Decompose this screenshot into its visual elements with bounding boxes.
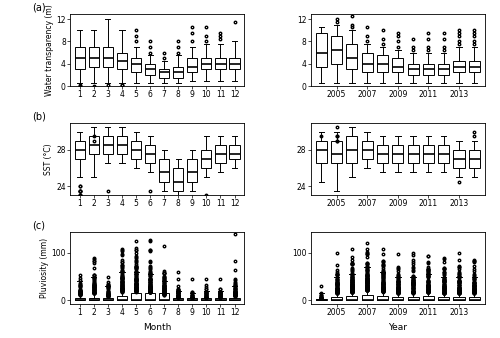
PathPatch shape — [438, 145, 449, 163]
PathPatch shape — [103, 136, 113, 154]
PathPatch shape — [423, 145, 434, 163]
PathPatch shape — [159, 159, 170, 182]
PathPatch shape — [188, 159, 198, 182]
PathPatch shape — [423, 64, 434, 75]
PathPatch shape — [362, 295, 372, 300]
Y-axis label: Water transparency (m): Water transparency (m) — [44, 4, 54, 96]
PathPatch shape — [89, 47, 99, 67]
PathPatch shape — [230, 298, 239, 300]
Text: (a): (a) — [32, 2, 46, 12]
PathPatch shape — [377, 145, 388, 163]
PathPatch shape — [408, 297, 418, 300]
Y-axis label: Pluviosity (mm): Pluviosity (mm) — [40, 238, 48, 298]
Y-axis label: SST (°C): SST (°C) — [44, 143, 54, 175]
PathPatch shape — [131, 141, 141, 159]
PathPatch shape — [316, 33, 327, 67]
PathPatch shape — [331, 36, 342, 64]
PathPatch shape — [75, 141, 85, 159]
PathPatch shape — [469, 61, 480, 72]
PathPatch shape — [216, 58, 226, 69]
PathPatch shape — [362, 141, 372, 159]
PathPatch shape — [202, 150, 211, 168]
PathPatch shape — [362, 53, 372, 72]
PathPatch shape — [131, 58, 141, 72]
PathPatch shape — [230, 145, 239, 159]
PathPatch shape — [75, 298, 85, 300]
PathPatch shape — [423, 296, 434, 300]
PathPatch shape — [454, 61, 464, 72]
PathPatch shape — [159, 293, 170, 300]
PathPatch shape — [346, 136, 358, 163]
PathPatch shape — [117, 136, 127, 154]
PathPatch shape — [89, 298, 99, 300]
Text: (b): (b) — [32, 111, 46, 121]
PathPatch shape — [331, 297, 342, 300]
PathPatch shape — [131, 293, 141, 300]
PathPatch shape — [346, 44, 358, 69]
PathPatch shape — [469, 297, 480, 300]
PathPatch shape — [438, 64, 449, 75]
Text: (c): (c) — [32, 220, 44, 230]
PathPatch shape — [377, 296, 388, 300]
PathPatch shape — [316, 141, 327, 163]
PathPatch shape — [316, 299, 327, 300]
PathPatch shape — [75, 47, 85, 69]
PathPatch shape — [230, 58, 239, 69]
PathPatch shape — [103, 298, 113, 300]
PathPatch shape — [346, 296, 358, 300]
PathPatch shape — [173, 168, 184, 191]
PathPatch shape — [117, 296, 127, 300]
PathPatch shape — [117, 53, 127, 69]
X-axis label: Year: Year — [388, 323, 407, 332]
PathPatch shape — [331, 141, 342, 163]
PathPatch shape — [438, 297, 449, 300]
PathPatch shape — [454, 297, 464, 300]
PathPatch shape — [469, 150, 480, 168]
PathPatch shape — [202, 298, 211, 300]
PathPatch shape — [103, 47, 113, 67]
PathPatch shape — [216, 145, 226, 163]
PathPatch shape — [202, 58, 211, 69]
PathPatch shape — [188, 58, 198, 72]
PathPatch shape — [454, 150, 464, 168]
PathPatch shape — [377, 55, 388, 72]
PathPatch shape — [145, 293, 155, 300]
PathPatch shape — [392, 297, 404, 300]
PathPatch shape — [173, 67, 184, 78]
PathPatch shape — [408, 64, 418, 75]
PathPatch shape — [173, 298, 184, 300]
PathPatch shape — [145, 64, 155, 75]
PathPatch shape — [392, 58, 404, 72]
PathPatch shape — [408, 145, 418, 163]
X-axis label: Month: Month — [143, 323, 172, 332]
PathPatch shape — [159, 69, 170, 78]
PathPatch shape — [188, 298, 198, 300]
PathPatch shape — [145, 145, 155, 163]
PathPatch shape — [89, 136, 99, 154]
PathPatch shape — [392, 145, 404, 163]
PathPatch shape — [216, 298, 226, 300]
